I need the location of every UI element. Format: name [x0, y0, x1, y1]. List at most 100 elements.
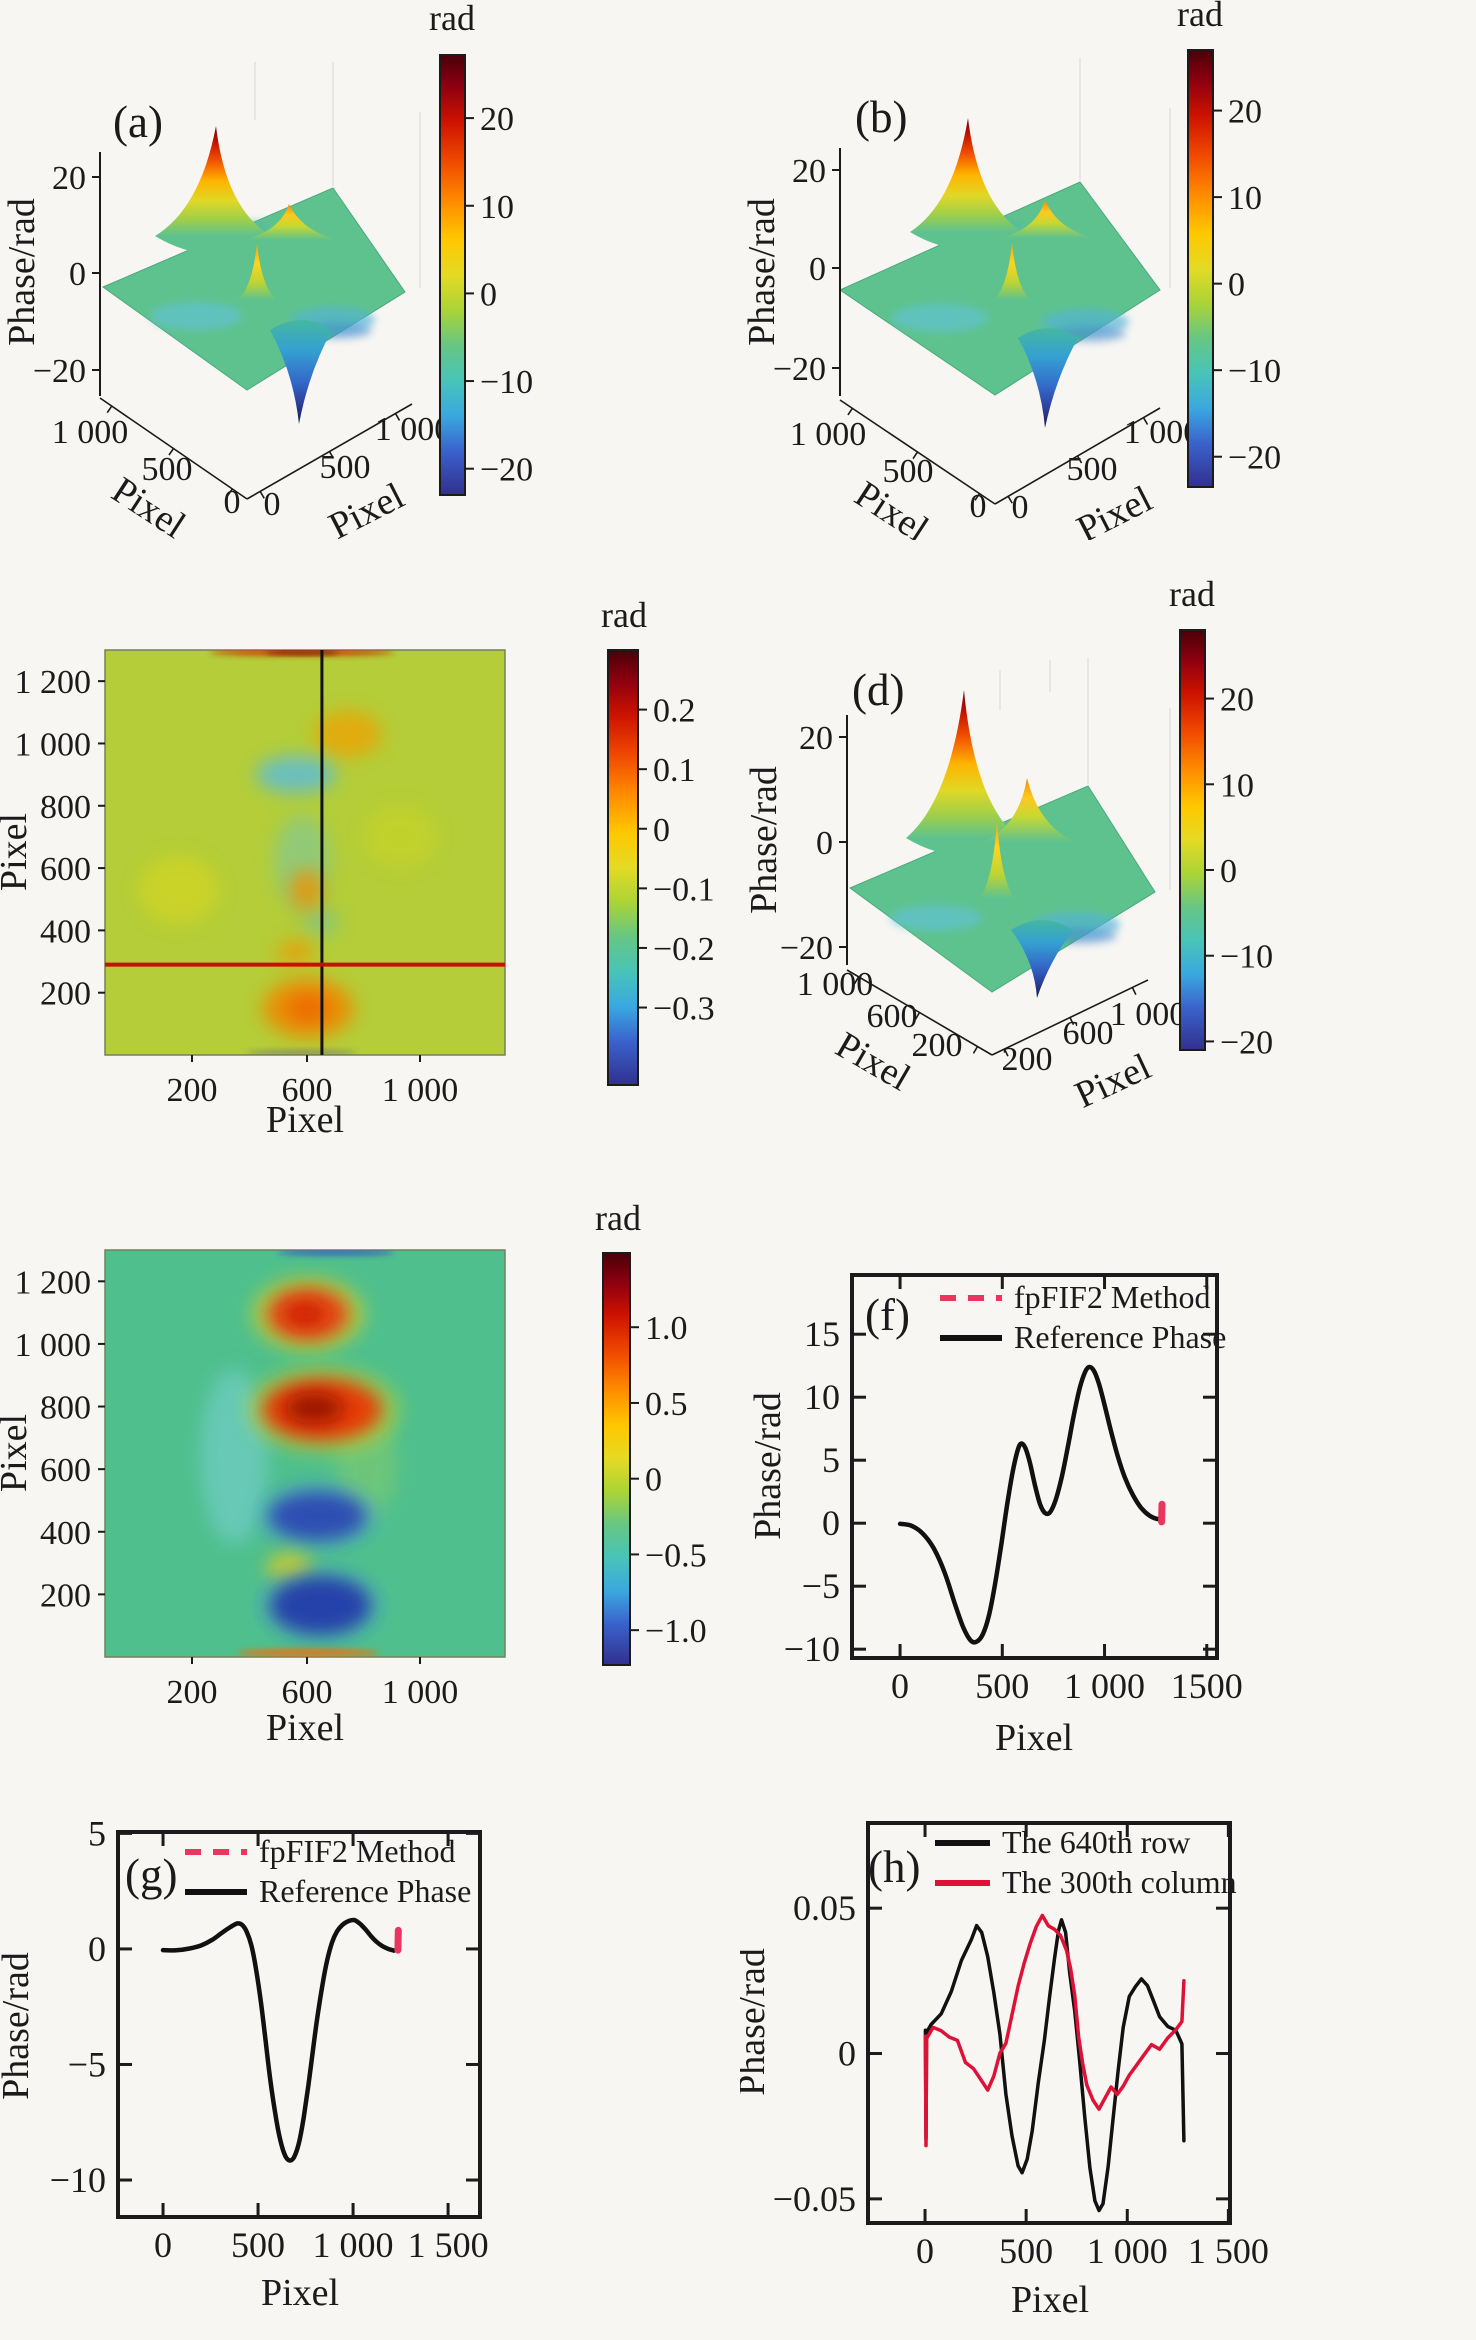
colorbar-e: rad 1.0 0.5 0 −0.5 −1.0: [595, 1198, 707, 1666]
svg-text:1 200: 1 200: [15, 664, 92, 701]
svg-text:Pixel: Pixel: [266, 1707, 344, 1749]
svg-text:rad: rad: [595, 1198, 641, 1238]
svg-text:0: 0: [1220, 853, 1237, 890]
svg-text:0: 0: [891, 1666, 909, 1706]
svg-text:fpFIF2 Method: fpFIF2 Method: [259, 1833, 455, 1869]
svg-text:0: 0: [224, 484, 241, 521]
svg-text:−5: −5: [802, 1566, 840, 1606]
svg-text:10: 10: [1220, 767, 1254, 804]
svg-text:0: 0: [970, 488, 987, 525]
svg-text:0.2: 0.2: [653, 693, 696, 730]
panel-h-line-chart: 0 500 1 000 1 500 0.05 0 −0.05 The 640th row The…: [740, 1821, 1269, 2321]
series-reference-phase: [160, 1917, 397, 2163]
svg-text:20: 20: [799, 720, 833, 757]
svg-text:500: 500: [999, 2231, 1053, 2271]
svg-text:−0.3: −0.3: [653, 991, 715, 1028]
series-the-640th-row: [923, 1918, 1186, 2213]
svg-text:20: 20: [480, 101, 514, 138]
svg-text:Pixel: Pixel: [266, 1099, 344, 1141]
svg-text:Pixel: Pixel: [0, 813, 35, 891]
svg-text:−10: −10: [50, 2160, 106, 2200]
heatmap-field: [200, 1250, 401, 1657]
svg-text:500: 500: [142, 451, 193, 488]
svg-text:500: 500: [1067, 451, 1118, 488]
svg-text:0: 0: [1012, 489, 1029, 526]
svg-text:0.1: 0.1: [653, 752, 696, 789]
svg-text:400: 400: [40, 1515, 91, 1552]
svg-text:−20: −20: [33, 353, 86, 390]
svg-text:600: 600: [1063, 1015, 1114, 1052]
svg-text:Pixel: Pixel: [1011, 2279, 1089, 2321]
heatmap-c: 200 400 600 800 1 000 1 200 200 600 1 000 Pixel Pi…: [0, 649, 506, 1141]
svg-text:1 500: 1 500: [408, 2225, 489, 2265]
colorbar-d: rad 20 10 0 −10 −20: [1169, 574, 1273, 1061]
surface-dip: [1018, 328, 1078, 428]
svg-text:The 640th row: The 640th row: [1002, 1824, 1190, 1860]
svg-text:600: 600: [282, 1072, 333, 1109]
svg-text:Reference Phase: Reference Phase: [259, 1873, 471, 1909]
svg-text:5: 5: [88, 1813, 106, 1853]
svg-text:1 000: 1 000: [382, 1674, 459, 1711]
panel-g-line-chart: 0 500 1 000 1 500 5 0 −5 −10 fpFIF2 Method Refere…: [0, 1813, 489, 2314]
svg-text:1 000: 1 000: [52, 414, 129, 451]
svg-text:Phase/rad: Phase/rad: [741, 198, 783, 346]
panel-e-heatmap: 200 400 600 800 1 000 1 200 200 600 1 000 Pixel Pi…: [0, 1198, 707, 1749]
svg-text:5: 5: [822, 1440, 840, 1480]
svg-text:Pixel: Pixel: [0, 1414, 35, 1492]
svg-text:600: 600: [282, 1674, 333, 1711]
svg-text:1 000: 1 000: [15, 726, 92, 763]
svg-text:200: 200: [167, 1674, 218, 1711]
svg-text:500: 500: [320, 449, 371, 486]
svg-text:200: 200: [40, 1577, 91, 1614]
panel-c-heatmap: 200 400 600 800 1 000 1 200 200 600 1 000 Pixel Pi…: [0, 595, 715, 1141]
svg-text:500: 500: [231, 2225, 285, 2265]
series-reference-phase: [897, 1364, 1166, 1645]
surface-dip: [1011, 920, 1073, 998]
svg-text:0: 0: [916, 2231, 934, 2271]
colorbar-a: rad 20 10 0 −10 −20: [429, 0, 533, 496]
panel-h-label: (h): [868, 1842, 921, 1892]
plot-frame: [866, 1821, 1232, 2225]
svg-text:200: 200: [1002, 1041, 1053, 1078]
svg-text:The 300th column: The 300th column: [1002, 1864, 1237, 1900]
svg-text:500: 500: [883, 453, 934, 490]
svg-text:400: 400: [40, 913, 91, 950]
svg-text:1 200: 1 200: [15, 1264, 92, 1301]
svg-text:20: 20: [1220, 682, 1254, 719]
svg-text:rad: rad: [429, 0, 475, 38]
svg-text:500: 500: [975, 1666, 1029, 1706]
svg-text:−5: −5: [68, 2044, 106, 2084]
panel-f-line-chart: 0 500 1 000 1500 15 10 5 0 −5 −10 fpFIF2 Method Ref…: [747, 1273, 1243, 1759]
svg-text:0: 0: [645, 1462, 662, 1499]
series-the-300th-column: [923, 1913, 1186, 2148]
svg-text:rad: rad: [1169, 574, 1215, 614]
svg-text:1 000: 1 000: [1110, 996, 1187, 1033]
svg-text:1.0: 1.0: [645, 1310, 688, 1347]
svg-text:800: 800: [40, 1390, 91, 1427]
svg-text:−10: −10: [1228, 353, 1281, 390]
svg-text:0: 0: [480, 276, 497, 313]
svg-text:−1.0: −1.0: [645, 1613, 707, 1650]
svg-text:fpFIF2 Method: fpFIF2 Method: [1014, 1279, 1210, 1315]
svg-text:rad: rad: [601, 595, 647, 635]
svg-text:−20: −20: [480, 452, 533, 489]
svg-text:0.05: 0.05: [793, 1888, 856, 1928]
heatmap-e: 200 400 600 800 1 000 1 200 200 600 1 000 Pixel Pi…: [0, 1249, 506, 1749]
svg-text:0: 0: [69, 256, 86, 293]
svg-text:−10: −10: [784, 1629, 840, 1669]
line-chart-f: 0 500 1 000 1500 15 10 5 0 −5 −10 fpFIF2 Method Ref…: [747, 1273, 1243, 1759]
panel-d-label: (d): [852, 665, 905, 715]
svg-text:−20: −20: [1220, 1024, 1273, 1061]
svg-text:0: 0: [653, 812, 670, 849]
colorbar-c: rad 0.2 0.1 0 −0.1 −0.2 −0.3: [601, 595, 715, 1086]
svg-text:1 000: 1 000: [1087, 2231, 1168, 2271]
svg-text:1 000: 1 000: [382, 1072, 459, 1109]
svg-text:Pixel: Pixel: [261, 2272, 339, 2314]
svg-text:Phase/rad: Phase/rad: [747, 1392, 789, 1540]
svg-text:1 000: 1 000: [375, 411, 452, 448]
svg-text:0: 0: [1228, 267, 1245, 304]
